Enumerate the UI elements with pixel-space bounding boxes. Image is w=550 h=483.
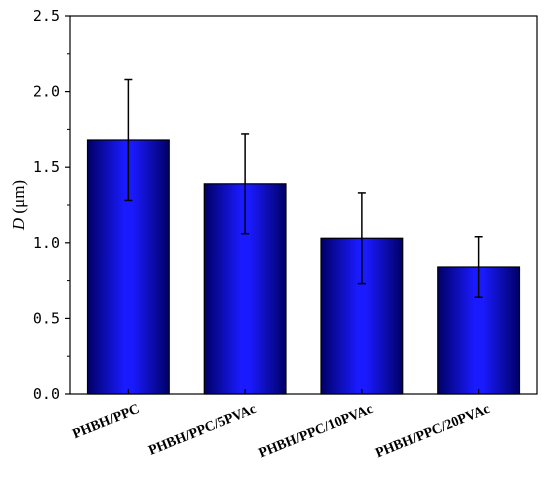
x-tick-label-2: PHBH/PPC/5PVAc	[147, 402, 259, 459]
y-tick-label-0: 0.0	[33, 385, 60, 403]
y-axis-label-symbol: D	[9, 217, 28, 231]
x-axis: PHBH/PPC PHBH/PPC/5PVAcPHBH/PPC/10PVAcPHB…	[71, 389, 492, 461]
y-tick-label-4: 2.0	[33, 83, 60, 101]
y-axis-label: D (μm)	[9, 180, 28, 231]
y-tick-label-5: 2.5	[33, 7, 60, 25]
bars-layer	[86, 139, 521, 395]
y-tick-label-2: 1.0	[33, 234, 60, 252]
x-tick-label-4: PHBH/PPC/20PVAc	[374, 402, 493, 462]
y-tick-label-3: 1.5	[33, 158, 60, 176]
y-tick-label-1: 0.5	[33, 309, 60, 327]
y-axis: 0.0 0.5 1.0 1.5 2.0 2.5	[33, 7, 70, 403]
error-bars-layer	[124, 78, 483, 298]
y-axis-label-unit: (μm)	[9, 180, 28, 218]
x-tick-label-1: PHBH/PPC	[71, 402, 142, 442]
x-tick-label-3: PHBH/PPC/10PVAc	[257, 402, 376, 462]
